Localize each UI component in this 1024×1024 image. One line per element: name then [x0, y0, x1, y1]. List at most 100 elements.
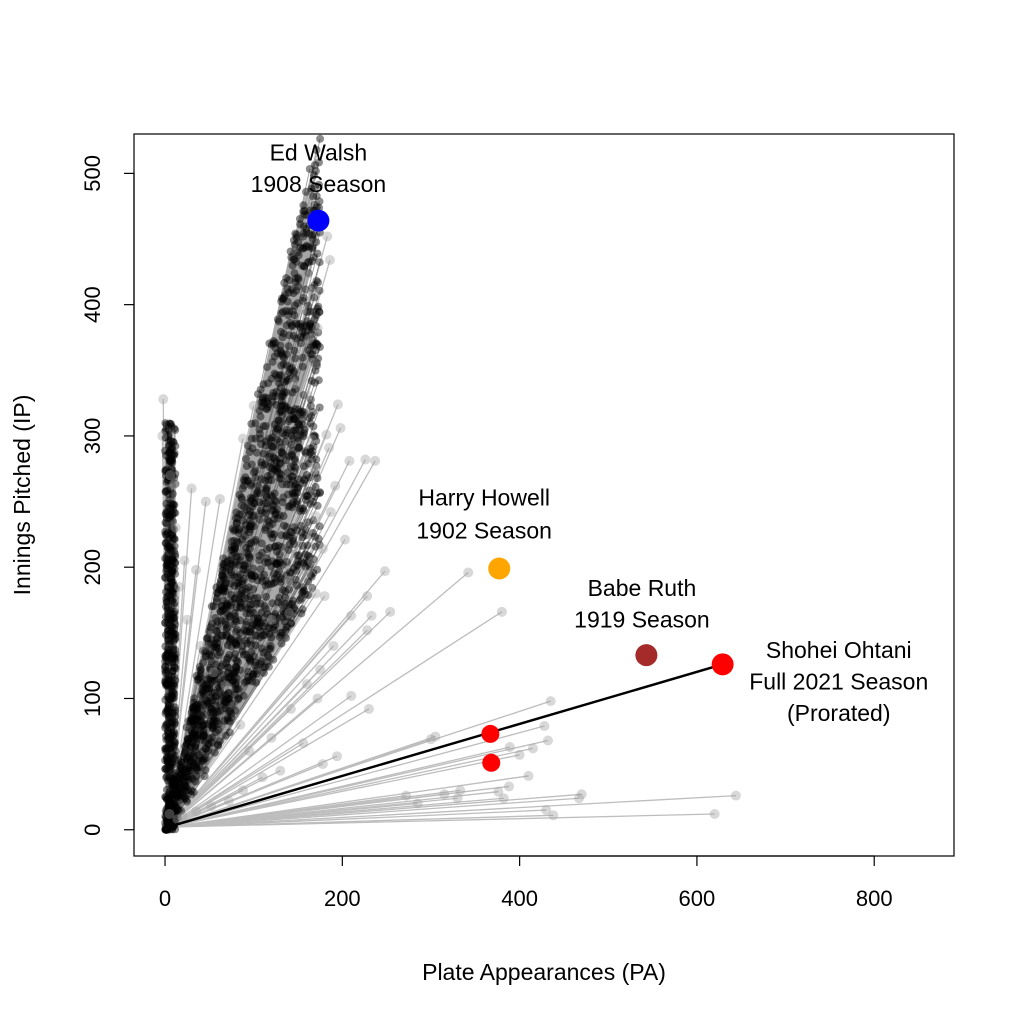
dense-point — [306, 350, 315, 358]
dense-point — [197, 698, 206, 707]
dense-point — [199, 721, 208, 730]
dense-point — [229, 526, 238, 535]
dense-point — [313, 304, 322, 313]
dense-point — [170, 781, 179, 790]
dense-point — [223, 716, 232, 725]
dense-point — [294, 484, 303, 493]
dense-point — [186, 717, 195, 726]
dense-point — [168, 667, 177, 675]
y-tick-label: 200 — [80, 549, 105, 586]
dense-point — [218, 631, 227, 640]
dense-point — [188, 758, 197, 767]
dense-point — [220, 582, 229, 591]
dense-point — [238, 510, 247, 519]
dense-point — [163, 650, 172, 658]
dense-point — [276, 558, 284, 567]
dense-point — [247, 496, 256, 505]
dense-point — [167, 777, 176, 786]
dense-point — [161, 695, 170, 704]
dense-point — [192, 764, 201, 773]
dense-point — [306, 307, 315, 316]
dense-point — [227, 634, 236, 643]
dense-point — [272, 547, 281, 556]
dense-point — [299, 587, 308, 596]
dense-point — [170, 783, 179, 792]
dense-point — [286, 619, 295, 628]
dense-point — [246, 657, 255, 666]
dense-point — [276, 406, 285, 415]
dense-point — [285, 415, 294, 424]
dense-point — [289, 236, 298, 245]
dense-point — [277, 470, 285, 479]
dense-point — [231, 594, 239, 603]
dense-point — [198, 756, 206, 765]
season-point — [308, 462, 319, 473]
season-point — [344, 455, 355, 466]
dense-point — [277, 294, 286, 303]
dense-point — [204, 697, 213, 706]
dense-point — [171, 635, 180, 644]
dense-point — [254, 390, 262, 399]
dense-point — [315, 258, 324, 267]
dense-point — [164, 693, 173, 702]
dense-point — [271, 610, 280, 618]
dense-point — [258, 393, 267, 402]
dense-point — [161, 746, 170, 755]
dense-point — [314, 534, 323, 543]
dense-point — [282, 403, 291, 411]
dense-point — [231, 706, 240, 715]
dense-point — [162, 813, 171, 822]
dense-point — [165, 818, 174, 827]
dense-point — [247, 570, 256, 579]
season-point — [308, 358, 319, 369]
dense-point — [170, 593, 179, 602]
dense-point — [166, 578, 175, 587]
dense-point — [276, 346, 285, 355]
dense-point — [306, 322, 315, 331]
dense-point — [270, 569, 279, 578]
dense-point — [162, 602, 171, 611]
dense-point — [236, 629, 245, 637]
dense-point — [281, 291, 290, 300]
dense-point — [296, 333, 305, 342]
season-point — [310, 511, 321, 522]
dense-point — [267, 374, 276, 383]
dense-point — [162, 668, 170, 677]
dense-point — [272, 435, 281, 444]
dense-point — [269, 337, 278, 345]
dense-point — [264, 652, 273, 661]
dense-point — [169, 681, 178, 690]
dense-point — [162, 773, 171, 782]
dense-point — [219, 670, 228, 679]
dense-point — [224, 689, 233, 698]
dense-point — [165, 590, 174, 599]
dense-point — [262, 657, 271, 666]
dense-point — [284, 288, 293, 297]
dense-point — [299, 408, 308, 417]
dense-point — [169, 781, 178, 790]
dense-point — [177, 770, 186, 778]
dense-point — [219, 560, 228, 569]
dense-point — [225, 674, 234, 683]
dense-point — [256, 660, 265, 668]
dense-point — [166, 707, 174, 716]
dense-point — [306, 559, 315, 568]
season-point — [379, 566, 390, 577]
dense-point — [282, 388, 291, 397]
dense-point — [232, 663, 241, 671]
dense-point — [165, 624, 174, 633]
dense-point — [286, 569, 295, 578]
dense-point — [193, 715, 202, 723]
dense-point — [166, 744, 175, 753]
dense-point — [262, 493, 271, 502]
dense-point — [202, 675, 211, 684]
dense-point — [171, 569, 179, 578]
dense-point — [285, 331, 294, 340]
dense-point — [187, 726, 196, 735]
dense-point — [162, 567, 171, 576]
dense-point — [217, 693, 226, 702]
dense-point — [286, 608, 295, 617]
dense-point — [208, 722, 217, 731]
dense-point — [231, 685, 240, 693]
dense-point — [238, 647, 247, 656]
